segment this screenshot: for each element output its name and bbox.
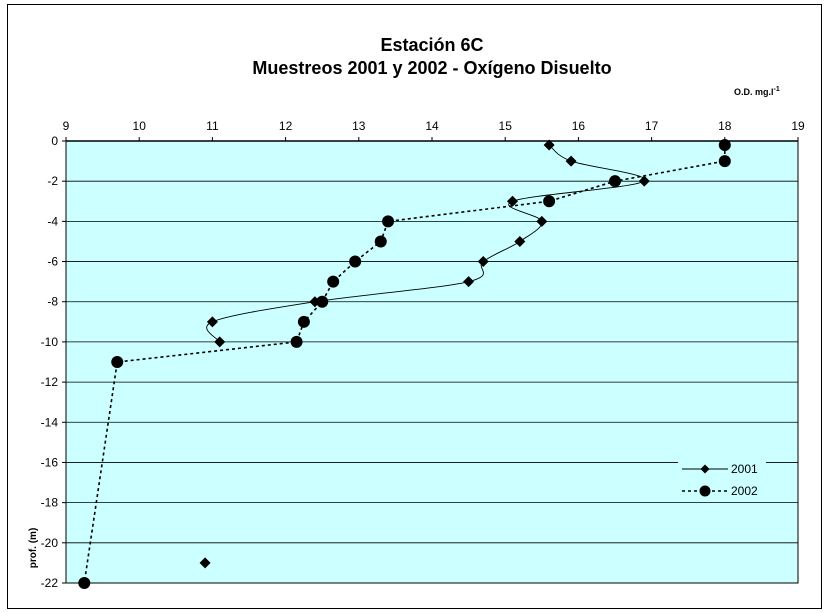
data-point-2002: [349, 255, 362, 268]
y-tick-label: -16: [41, 455, 59, 469]
y-tick-label: -6: [47, 255, 58, 269]
data-point-2002: [718, 155, 731, 168]
legend-box: [678, 458, 766, 502]
data-point-2002: [290, 335, 303, 348]
chart-subtitle: Muestreos 2001 y 2002 - Oxígeno Disuelto: [252, 58, 611, 78]
x-tick-label: 16: [572, 119, 586, 133]
x-tick-label: 15: [499, 119, 513, 133]
x-tick-label: 11: [206, 119, 219, 133]
legend-marker-2002: [699, 485, 711, 497]
data-point-2002: [382, 215, 395, 228]
data-point-2001: [543, 139, 555, 151]
data-point-2002: [374, 235, 387, 248]
x-tick-label: 14: [425, 119, 439, 133]
x-tick-label: 9: [63, 119, 70, 133]
data-point-2001: [536, 215, 548, 227]
data-point-2001: [477, 256, 489, 268]
y-tick-label: -8: [47, 295, 58, 309]
legend-label-2001: 2001: [731, 462, 758, 476]
data-point-2002: [327, 275, 340, 288]
chart-title: Estación 6C: [380, 35, 483, 55]
data-point-2001: [507, 195, 519, 207]
y-tick-label: -20: [41, 536, 59, 550]
y-tick-label: -14: [41, 415, 59, 429]
y-tick-label: -22: [41, 576, 59, 590]
legend-marker-2001: [700, 464, 710, 474]
data-point-2001: [214, 336, 226, 348]
y-tick-label: 0: [51, 134, 58, 148]
plot-area: 0 -2 -4 -6 -8 -10 -12 -14 -16 -18 -20 -22 9 10 11 12 13 1…: [41, 119, 805, 590]
data-point-2002: [297, 315, 310, 328]
data-point-2002: [609, 175, 621, 188]
y-tick-label: -10: [41, 335, 59, 349]
y-tick-label: -18: [41, 496, 59, 510]
x-tick-label: 12: [279, 119, 293, 133]
data-point-2002: [543, 195, 556, 208]
legend-label-2002: 2002: [731, 484, 758, 498]
data-point-2001: [565, 155, 577, 167]
x-tick-label: 17: [645, 119, 659, 133]
plot-background: [65, 140, 799, 584]
data-point-2002: [718, 139, 731, 152]
data-point-2002: [316, 295, 329, 308]
data-point-2001: [638, 175, 650, 187]
data-point-2001: [199, 557, 211, 569]
data-point-2001: [206, 316, 218, 328]
legend: 2001 2002: [678, 458, 766, 502]
y-tick-label: -12: [41, 375, 59, 389]
x-tick-label: 19: [791, 119, 805, 133]
y-tick-label: -4: [47, 214, 58, 228]
x-tick-label: 10: [133, 119, 147, 133]
x-axis-label: O.D. mg.l-1: [734, 86, 780, 97]
data-point-2001: [463, 276, 475, 288]
x-tick-label: 13: [352, 119, 366, 133]
y-axis-label: prof. (m): [28, 528, 39, 569]
x-tick-label: 18: [718, 119, 732, 133]
data-point-2002: [78, 577, 91, 589]
data-point-2002: [111, 356, 124, 368]
data-point-2001: [514, 235, 526, 247]
y-tick-label: -2: [47, 174, 58, 188]
